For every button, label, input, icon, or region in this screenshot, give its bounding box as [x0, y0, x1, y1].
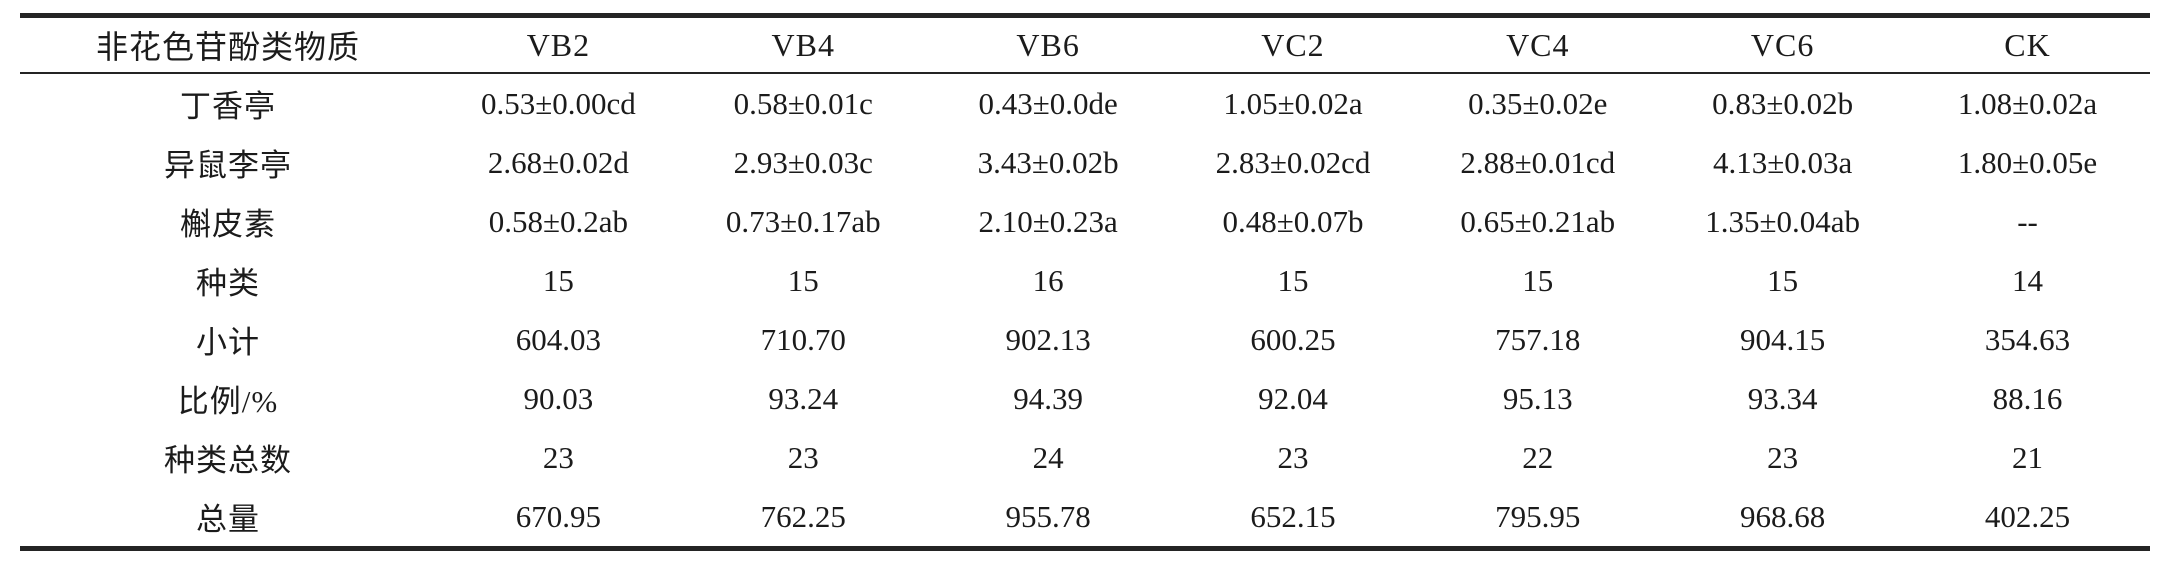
data-cell: 21 [2012, 439, 2044, 475]
data-cell: 1.05±0.02a [1223, 85, 1363, 121]
data-cell: 652.15 [1250, 498, 1336, 534]
column-header-ck: CK [1905, 15, 2150, 74]
data-cell: 95.13 [1502, 380, 1573, 416]
data-cell: 3.43±0.02b [977, 144, 1119, 180]
data-cell: 88.16 [1992, 380, 2063, 416]
data-cell: 15 [1767, 262, 1799, 298]
data-cell: 402.25 [1984, 498, 2071, 534]
data-cell: 2.83±0.02cd [1215, 144, 1371, 180]
data-cell: 902.13 [1005, 321, 1091, 357]
data-cell: 1.08±0.02a [1957, 85, 2098, 121]
row-label: 比例/% [177, 384, 279, 419]
data-cell: 93.34 [1747, 380, 1818, 416]
data-cell: 92.04 [1258, 380, 1328, 416]
table-row-quercetin: 槲皮素 0.58±0.2ab 0.73±0.17ab 2.10±0.23a 0.… [20, 192, 2150, 251]
data-cell: 955.78 [1005, 498, 1091, 534]
table-row-syringetin: 丁香亭 0.53±0.00cd 0.58±0.01c 0.43±0.0de 1.… [20, 73, 2150, 133]
row-label: 总量 [196, 502, 260, 537]
data-cell: 604.03 [515, 321, 602, 357]
data-cell: 23 [542, 439, 574, 475]
table-row-proportion: 比例/% 90.03 93.24 94.39 92.04 95.13 93.34… [20, 369, 2150, 428]
data-cell: 710.70 [760, 321, 846, 357]
data-cell: 600.25 [1250, 321, 1336, 357]
table-header-row: 非花色苷酚类物质 VB2 VB4 VB6 VC2 VC4 VC6 CK [20, 15, 2150, 74]
data-cell: 0.65±0.21ab [1460, 203, 1616, 239]
column-header-vb2: VB2 [436, 15, 681, 74]
data-cell: 93.24 [768, 380, 839, 416]
data-cell: -- [2017, 203, 2038, 239]
row-label: 种类总数 [164, 443, 292, 478]
column-header-substance: 非花色苷酚类物质 [20, 15, 436, 74]
data-cell: 2.93±0.03c [733, 144, 873, 180]
data-cell: 23 [787, 439, 819, 475]
data-cell: 0.53±0.00cd [481, 85, 636, 121]
data-cell: 14 [2012, 262, 2044, 298]
data-cell: 15 [1522, 262, 1554, 298]
data-cell: 23 [1767, 439, 1799, 475]
column-header-vc6: VC6 [1660, 15, 1906, 74]
table-body: 丁香亭 0.53±0.00cd 0.58±0.01c 0.43±0.0de 1.… [20, 73, 2150, 549]
data-cell: 1.35±0.04ab [1705, 203, 1861, 239]
data-cell: 15 [1277, 262, 1309, 298]
data-cell: 15 [542, 262, 574, 298]
data-cell: 2.10±0.23a [978, 203, 1118, 239]
column-header-vb6: VB6 [925, 15, 1171, 74]
row-label: 种类 [196, 266, 260, 301]
column-header-vc4: VC4 [1415, 15, 1661, 74]
data-cell: 4.13±0.03a [1713, 144, 1853, 180]
table-row-subtotal: 小计 604.03 710.70 902.13 600.25 757.18 90… [20, 310, 2150, 369]
data-cell: 16 [1032, 262, 1064, 298]
data-cell: 757.18 [1495, 321, 1581, 357]
data-cell: 2.68±0.02d [487, 144, 629, 180]
data-cell: 94.39 [1013, 380, 1083, 416]
data-cell: 2.88±0.01cd [1460, 144, 1616, 180]
table-row-total-species: 种类总数 23 23 24 23 22 23 21 [20, 428, 2150, 487]
data-cell: 1.80±0.05e [1957, 144, 2098, 180]
table-row-total-amount: 总量 670.95 762.25 955.78 652.15 795.95 96… [20, 487, 2150, 549]
data-cell: 22 [1522, 439, 1554, 475]
data-cell: 0.43±0.0de [978, 85, 1118, 121]
data-cell: 24 [1032, 439, 1064, 475]
row-label: 异鼠李亭 [164, 148, 292, 183]
data-cell: 15 [787, 262, 819, 298]
data-cell: 904.15 [1740, 321, 1826, 357]
table-row-species-count: 种类 15 15 16 15 15 15 14 [20, 251, 2150, 310]
non-anthocyanin-phenolics-table: 非花色苷酚类物质 VB2 VB4 VB6 VC2 VC4 VC6 CK 丁香亭 … [20, 13, 2150, 551]
data-cell: 0.48±0.07b [1222, 203, 1364, 239]
row-label: 小计 [196, 325, 260, 360]
row-label: 槲皮素 [180, 207, 276, 242]
row-label: 丁香亭 [180, 89, 276, 124]
data-cell: 762.25 [760, 498, 846, 534]
data-cell: 90.03 [523, 380, 594, 416]
data-cell: 0.35±0.02e [1468, 85, 1608, 121]
column-header-vc2: VC2 [1170, 15, 1416, 74]
column-header-vb4: VB4 [680, 15, 926, 74]
data-cell: 670.95 [515, 498, 602, 534]
data-cell: 0.73±0.17ab [725, 203, 881, 239]
table-row-isorhamnetin: 异鼠李亭 2.68±0.02d 2.93±0.03c 3.43±0.02b 2.… [20, 133, 2150, 192]
data-cell: 23 [1277, 439, 1309, 475]
data-cell: 0.83±0.02b [1712, 85, 1854, 121]
data-cell: 0.58±0.01c [733, 85, 873, 121]
paper-table-container: 非花色苷酚类物质 VB2 VB4 VB6 VC2 VC4 VC6 CK 丁香亭 … [20, 13, 2150, 551]
data-cell: 968.68 [1740, 498, 1826, 534]
data-cell: 354.63 [1984, 321, 2071, 357]
data-cell: 795.95 [1495, 498, 1581, 534]
data-cell: 0.58±0.2ab [488, 203, 629, 239]
